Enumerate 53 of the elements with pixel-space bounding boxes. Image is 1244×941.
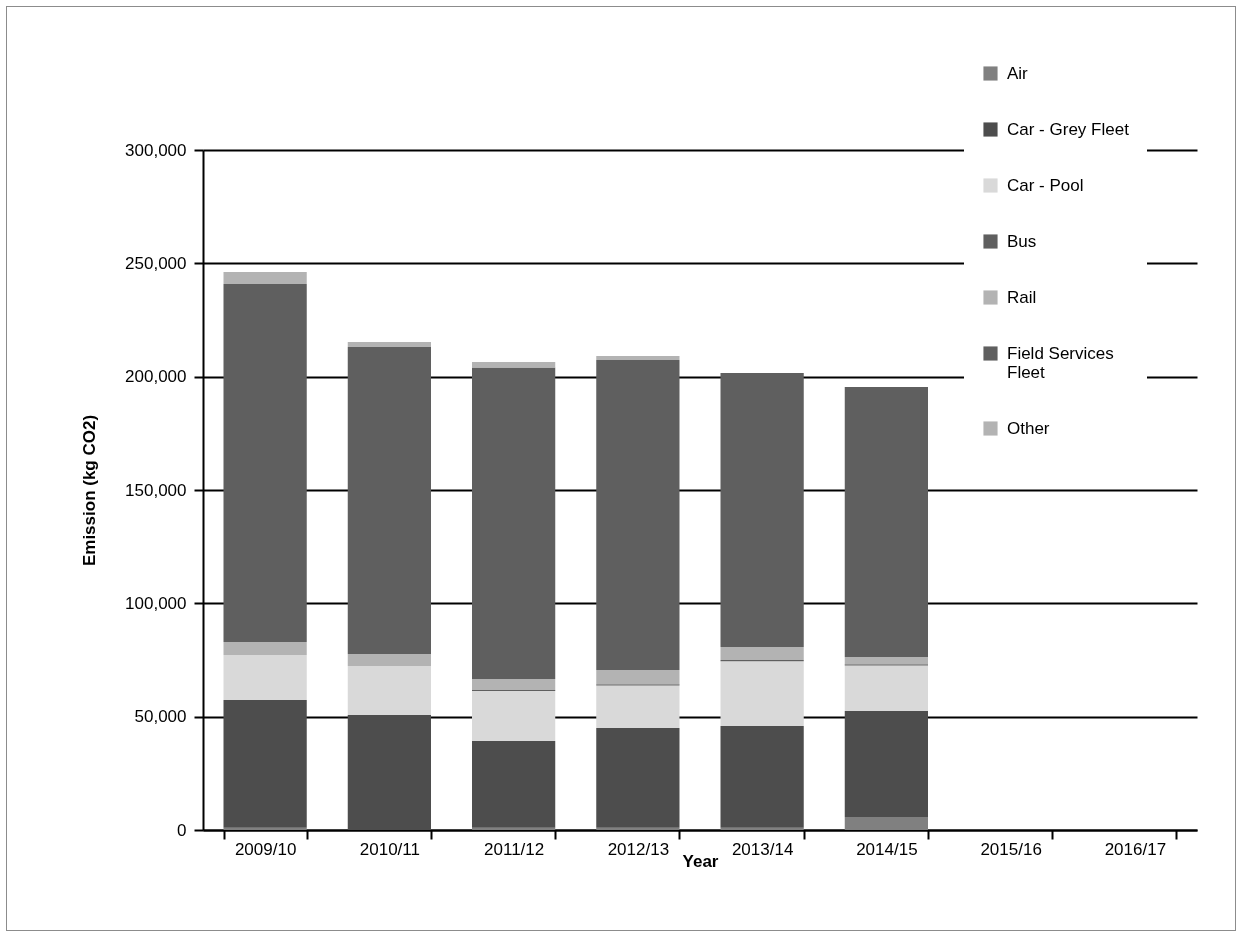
bar xyxy=(844,665,928,711)
bar xyxy=(223,699,307,828)
bar xyxy=(472,679,556,690)
bar xyxy=(596,685,680,728)
y-tick-label: 200,000 xyxy=(125,367,187,387)
legend-label: Car - Pool xyxy=(1007,175,1084,195)
x-tick-label: 2009/10 xyxy=(234,839,297,859)
bar xyxy=(472,361,556,368)
x-tick-label: 2016/17 xyxy=(1104,839,1167,859)
bar xyxy=(844,711,928,818)
bar xyxy=(472,691,556,741)
legend-label: Rail xyxy=(1007,287,1037,307)
legend-label: Other xyxy=(1007,418,1050,438)
y-tick-label: 300,000 xyxy=(125,140,187,160)
bar xyxy=(720,725,804,828)
bar xyxy=(472,367,556,680)
legend-label: Bus xyxy=(1007,231,1037,251)
bar xyxy=(347,653,431,666)
legend-label: Field Services Fleet xyxy=(1007,343,1114,382)
x-tick-label: 2013/14 xyxy=(731,839,794,859)
x-tick-label: 2012/13 xyxy=(607,839,670,859)
bar xyxy=(347,346,431,654)
x-tick-label: 2014/15 xyxy=(856,839,918,859)
x-tick-label: 2015/16 xyxy=(980,839,1042,859)
bar xyxy=(844,657,928,665)
legend-label: Air xyxy=(1007,63,1029,83)
bar xyxy=(844,817,928,830)
bar xyxy=(720,661,804,726)
bar xyxy=(223,283,307,643)
bar xyxy=(596,669,680,685)
y-tick-label: 0 xyxy=(177,820,187,840)
x-tick-label: 2011/12 xyxy=(484,839,545,859)
bar xyxy=(844,387,928,658)
y-tick-label: 250,000 xyxy=(125,253,187,273)
bar xyxy=(596,728,680,828)
bar xyxy=(596,359,680,670)
bar xyxy=(223,642,307,656)
bar xyxy=(720,373,804,648)
bar xyxy=(720,647,804,660)
legend-label: Car - Grey Fleet xyxy=(1007,119,1130,139)
bar xyxy=(347,341,431,347)
bar xyxy=(347,715,431,830)
y-tick-label: 150,000 xyxy=(125,480,187,500)
y-tick-label: 50,000 xyxy=(134,707,187,727)
bar xyxy=(596,356,680,360)
bar xyxy=(347,665,431,716)
x-axis-title: Year xyxy=(682,851,719,871)
y-axis-title: Emission (kg CO2) xyxy=(80,414,100,567)
x-tick-label: 2010/11 xyxy=(359,839,420,859)
bar xyxy=(223,655,307,700)
bar xyxy=(472,740,556,828)
y-tick-label: 100,000 xyxy=(125,593,187,613)
bar xyxy=(223,271,307,284)
